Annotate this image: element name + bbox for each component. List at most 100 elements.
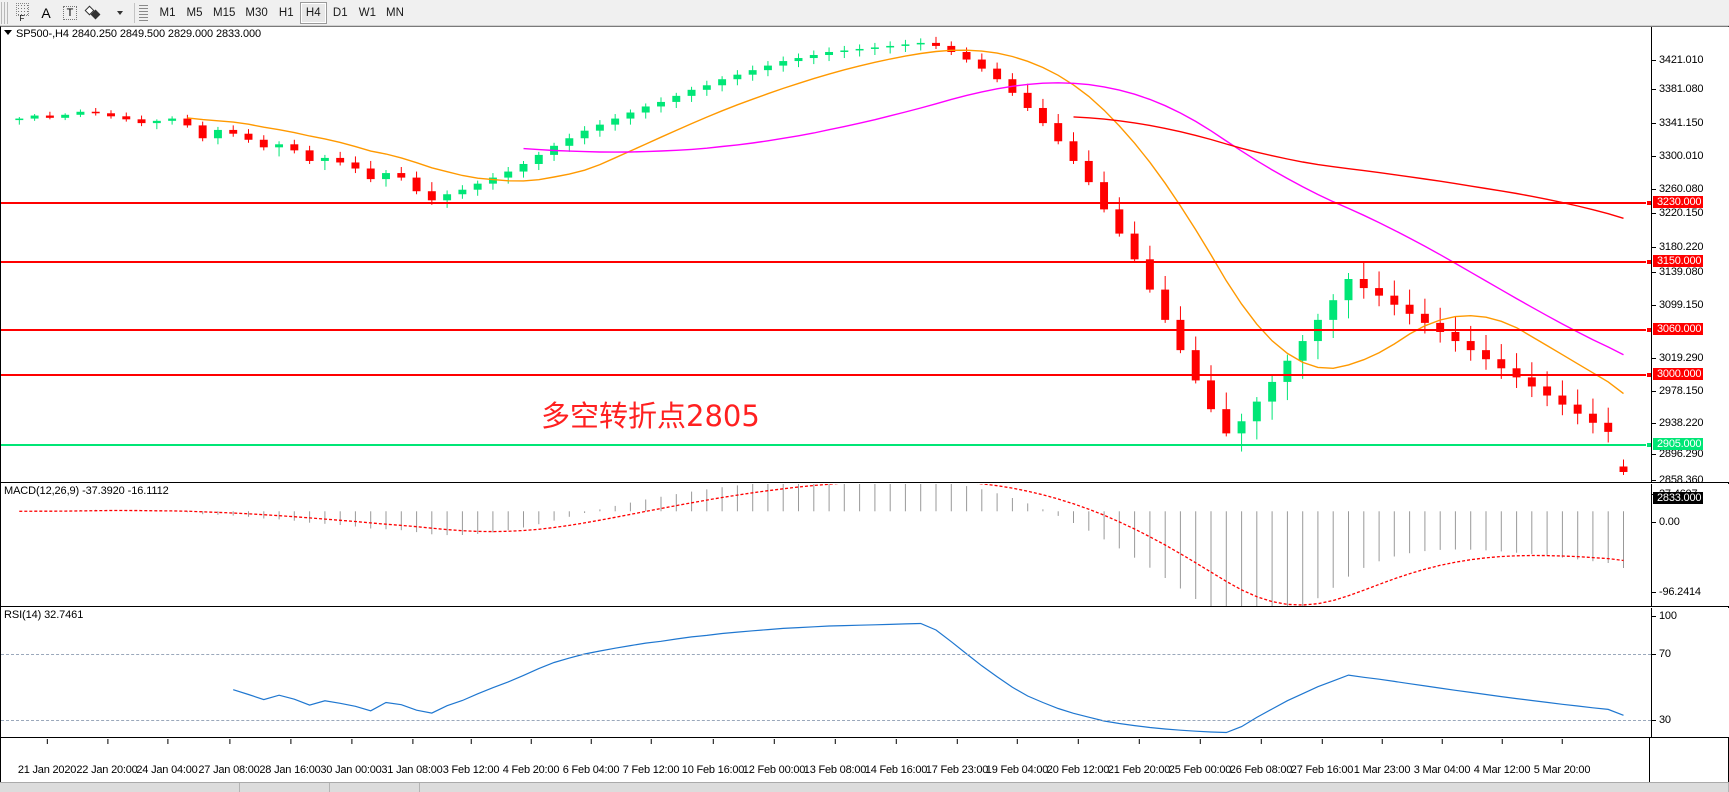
level-handle[interactable]	[1646, 327, 1651, 333]
price-level-label[interactable]: 3230.000	[1653, 196, 1704, 208]
level-handle[interactable]	[1646, 442, 1651, 448]
price-tick-label: 3381.080	[1652, 83, 1703, 95]
time-axis-label: 26 Feb 08:00	[1229, 739, 1293, 776]
timeframe-m15[interactable]: M15	[213, 6, 236, 19]
crosshair-tool-button[interactable]: F	[10, 2, 34, 24]
level-line-3150[interactable]	[1, 259, 1651, 265]
text-label-letter: T	[66, 6, 74, 19]
rsi-scale-tick-label: 70	[1652, 648, 1671, 660]
timeframe-h1[interactable]: H1	[278, 6, 294, 19]
price-tick-label: 3099.150	[1652, 299, 1703, 311]
timeframe-m1[interactable]: M1	[159, 6, 176, 19]
taskbar-segment[interactable]	[330, 783, 420, 792]
price-level-label[interactable]: 2833.000	[1653, 492, 1704, 504]
timeframe-h4[interactable]: H4	[299, 1, 327, 24]
time-axis-label: 20 Feb 12:00	[1046, 739, 1110, 776]
macd-pane[interactable]: MACD(12,26,9) -37.3920 -16.1112 27.46070…	[1, 484, 1729, 607]
price-scale[interactable]: 3421.010 3381.080 3341.150 3300.010 3260.080…	[1651, 27, 1729, 517]
level-handle[interactable]	[1646, 200, 1651, 206]
time-axis-label: 21 Feb 20:00	[1107, 739, 1171, 776]
macd-plot[interactable]	[1, 484, 1651, 606]
chart-annotation-text[interactable]: 多空转折点2805	[541, 399, 760, 433]
rsi-level-30-line	[1, 720, 1651, 721]
time-axis-label: 7 Feb 12:00	[622, 739, 680, 776]
shapes-tool-button[interactable]	[82, 2, 106, 24]
price-pane[interactable]: SP500-,H4 2840.250 2849.500 2829.000 283…	[1, 27, 1729, 517]
text-tool-button[interactable]: A	[34, 2, 58, 24]
level-line-3230[interactable]	[1, 200, 1651, 206]
level-handle[interactable]	[1646, 372, 1651, 378]
timeframe-m30[interactable]: M30	[245, 6, 268, 19]
timeframe-d1[interactable]: D1	[332, 6, 348, 19]
timeframe-grip-icon[interactable]	[139, 4, 148, 21]
timeframe-mn[interactable]: MN	[386, 6, 404, 19]
taskbar[interactable]	[0, 782, 1729, 792]
timeframe-m5[interactable]: M5	[186, 6, 203, 19]
price-tick-label: 3139.080	[1652, 266, 1703, 278]
price-plot[interactable]: 多空转折点2805	[1, 27, 1651, 482]
time-axis-label: 6 Feb 04:00	[562, 739, 620, 776]
rsi-pane-header: RSI(14) 32.7461	[4, 609, 84, 621]
chart-area[interactable]: SP500-,H4 2840.250 2849.500 2829.000 283…	[0, 26, 1729, 792]
taskbar-segment[interactable]	[0, 783, 240, 792]
rsi-level-70-line	[1, 654, 1651, 655]
time-axis-label: 24 Jan 04:00	[136, 739, 198, 776]
time-axis-label: 3 Feb 12:00	[442, 739, 500, 776]
time-axis-label: 10 Feb 16:00	[681, 739, 745, 776]
time-axis-label: 25 Feb 00:00	[1168, 739, 1232, 776]
time-axis-label: 12 Feb 00:00	[742, 739, 806, 776]
time-axis-corner	[1649, 738, 1728, 791]
price-tick-label: 3220.150	[1652, 207, 1703, 219]
level-handle[interactable]	[1646, 259, 1651, 265]
rsi-pane[interactable]: RSI(14) 32.7461 100 70 30	[1, 608, 1729, 738]
shapes-dropdown-button[interactable]	[106, 2, 130, 24]
crosshair-tool-label: F	[19, 14, 25, 23]
level-line-3060[interactable]	[1, 327, 1651, 333]
timeframe-w1[interactable]: W1	[358, 6, 376, 19]
price-level-label[interactable]: 2905.000	[1653, 438, 1704, 450]
shapes-icon	[84, 5, 102, 20]
price-level-label[interactable]: 3060.000	[1653, 323, 1704, 335]
rsi-scale-tick-label: 100	[1652, 610, 1677, 622]
time-axis-label: 4 Feb 20:00	[502, 739, 560, 776]
level-line-2905[interactable]	[1, 442, 1651, 448]
time-axis-label: 17 Feb 23:00	[925, 739, 989, 776]
time-axis-label: 3 Mar 04:00	[1413, 739, 1471, 776]
rsi-scale[interactable]: 100 70 30	[1651, 608, 1729, 737]
price-tick-label: 3180.220	[1652, 241, 1703, 253]
symbol-ohlc-label: SP500-,H4 2840.250 2849.500 2829.000 283…	[16, 28, 262, 40]
taskbar-segment[interactable]	[240, 783, 330, 792]
price-tick-label: 3260.080	[1652, 183, 1703, 195]
drag-grip-icon[interactable]	[1, 1, 8, 24]
time-axis-label: 19 Feb 04:00	[985, 739, 1049, 776]
time-axis-label: 1 Mar 23:00	[1353, 739, 1411, 776]
candlestick-series	[15, 36, 1628, 475]
time-axis-label: 14 Feb 16:00	[864, 739, 928, 776]
level-line-3000[interactable]	[1, 372, 1651, 378]
time-axis-label: 4 Mar 12:00	[1473, 739, 1531, 776]
price-level-label[interactable]: 3000.000	[1653, 368, 1704, 380]
text-label-tool-button[interactable]: T	[58, 2, 82, 24]
rsi-scale-tick-label: 30	[1652, 714, 1671, 726]
rsi-plot[interactable]	[1, 608, 1651, 737]
price-tick-label: 2938.220	[1652, 417, 1703, 429]
taskbar-segment[interactable]	[420, 783, 1729, 792]
time-axis-label: 13 Feb 08:00	[803, 739, 867, 776]
time-axis-label: 31 Jan 08:00	[381, 739, 443, 776]
collapse-triangle-icon[interactable]	[4, 30, 12, 35]
price-level-label[interactable]: 3150.000	[1653, 255, 1704, 267]
rsi-series	[233, 622, 1624, 734]
macd-scale-tick-label: -96.2414	[1652, 586, 1701, 598]
time-axis-label: 27 Feb 16:00	[1290, 739, 1354, 776]
price-tick-label: 2858.360	[1652, 474, 1703, 486]
macd-pane-header: MACD(12,26,9) -37.3920 -16.1112	[4, 485, 169, 497]
time-axis-label: 27 Jan 08:00	[198, 739, 260, 776]
time-axis-label: 30 Jan 00:00	[320, 739, 382, 776]
price-tick-label: 3300.010	[1652, 150, 1703, 162]
price-tick-label: 3341.150	[1652, 117, 1703, 129]
text-a-label: A	[41, 4, 51, 21]
chevron-down-icon	[116, 10, 123, 15]
price-pane-header: SP500-,H4 2840.250 2849.500 2829.000 283…	[4, 28, 261, 40]
price-tick-label: 3019.290	[1652, 352, 1703, 364]
